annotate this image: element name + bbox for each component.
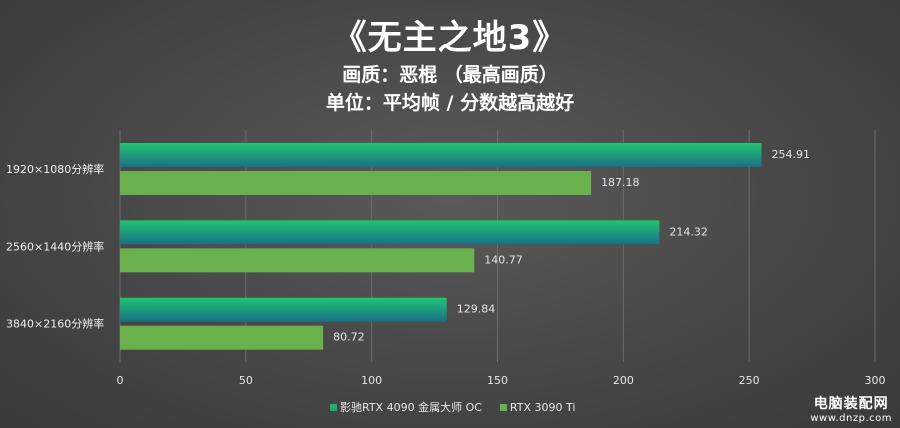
chart-title: 《无主之地3》 [332,18,568,58]
data-label: 187.18 [601,176,640,189]
y-category-label: 3840×2160分辨率 [6,317,104,331]
watermark: 电脑装配网 www.dnzp.com [810,393,892,424]
bar-rtx3090ti [120,171,592,195]
bar-rtx4090 [120,297,447,322]
chart-subtitle-unit: 单位：平均帧 / 分数越高越好 [325,92,575,114]
y-category-label: 2560×1440分辨率 [6,239,104,253]
watermark-main: 电脑装配网 [813,396,889,412]
bar-rtx4090 [120,143,762,167]
bar-rtx4090 [120,220,660,245]
watermark-url: www.dnzp.com [810,413,892,424]
chart-subtitle-quality: 画质：恶棍 （最高画质） [342,64,558,86]
grid-lines [119,130,876,362]
x-tick-label: 100 [361,374,382,387]
x-tick-label: 300 [865,374,886,387]
x-tick-label: 250 [739,374,760,387]
data-label: 254.91 [772,148,811,161]
bars [120,143,762,350]
x-tick-label: 150 [487,374,508,387]
data-label: 140.77 [484,253,523,266]
x-tick-label: 200 [613,374,634,387]
labels: 0 50 100 150 200 250 300 1920×1080分辨率 254.91 187.… [6,148,886,387]
bar-rtx3090ti [120,325,324,350]
data-label: 80.72 [333,331,365,344]
y-category-label: 1920×1080分辨率 [6,162,104,176]
legend-label: RTX 3090 Ti [510,401,576,414]
x-tick-label: 50 [239,374,253,387]
data-label: 214.32 [669,225,708,238]
legend-label: 影驰RTX 4090 金属大师 OC [340,400,482,414]
legend-swatch [330,404,337,411]
legend: 影驰RTX 4090 金属大师 OC RTX 3090 Ti [330,400,575,414]
x-tick-label: 0 [117,374,124,387]
data-label: 129.84 [457,303,496,316]
bar-rtx3090ti [120,248,475,273]
legend-swatch [499,404,507,411]
